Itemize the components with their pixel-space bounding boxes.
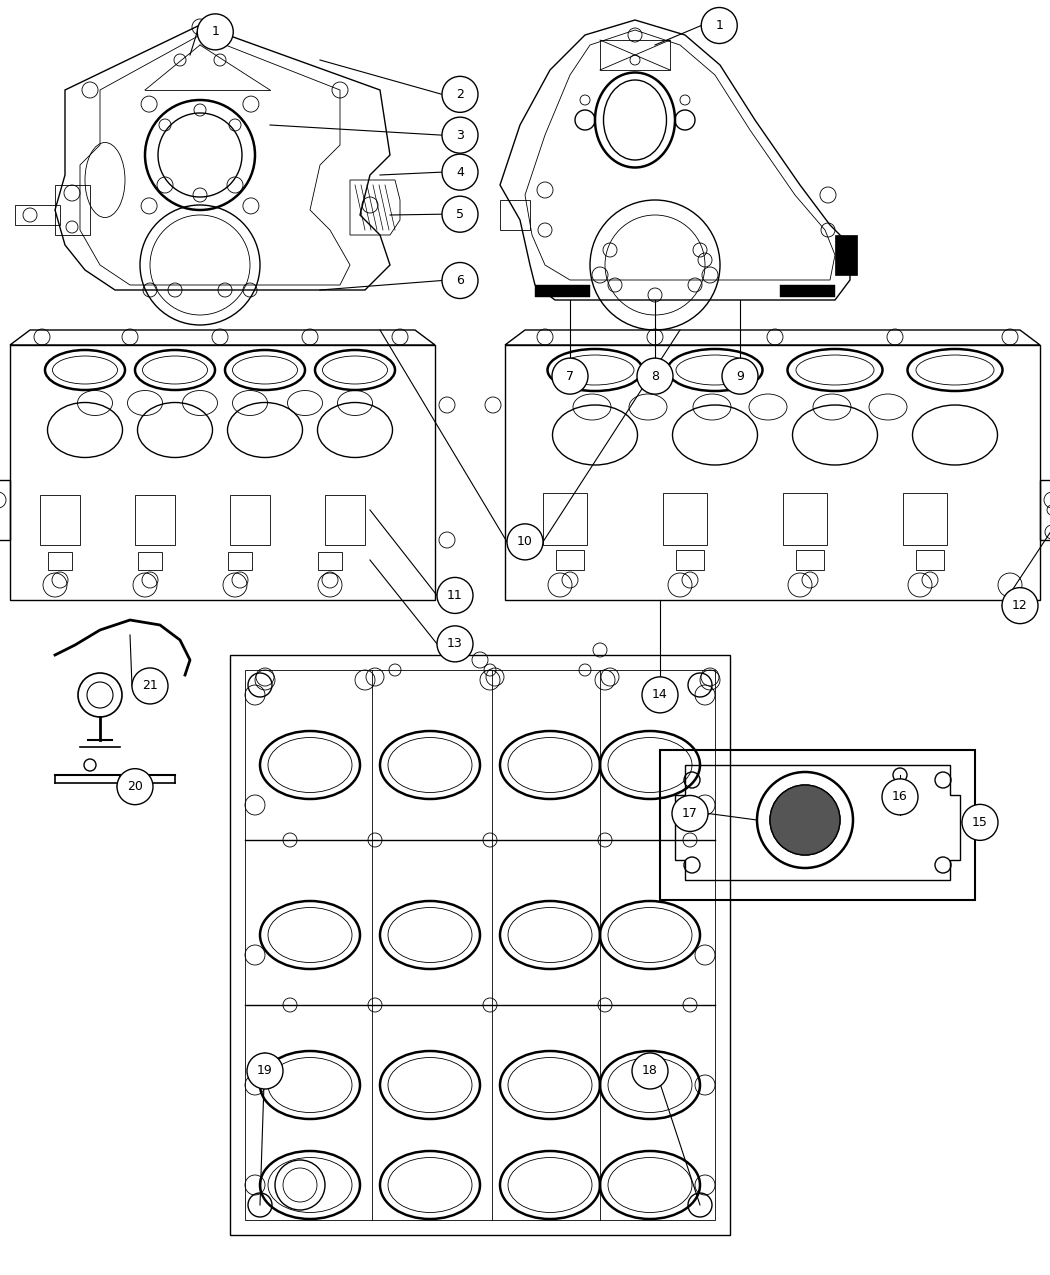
Bar: [783, 493, 827, 544]
Bar: [835, 235, 857, 275]
Text: 10: 10: [517, 536, 533, 548]
Circle shape: [637, 358, 673, 394]
Bar: [676, 550, 704, 570]
Bar: [135, 495, 175, 544]
Circle shape: [442, 263, 478, 298]
Circle shape: [672, 796, 708, 831]
Text: 15: 15: [972, 816, 988, 829]
Circle shape: [552, 358, 588, 394]
Text: 2: 2: [456, 88, 464, 101]
Text: 13: 13: [447, 638, 463, 650]
Bar: [318, 552, 342, 570]
Circle shape: [632, 1053, 668, 1089]
Text: 17: 17: [682, 807, 698, 820]
Text: 6: 6: [456, 274, 464, 287]
Bar: [230, 655, 730, 1235]
Text: 1: 1: [715, 19, 723, 32]
Text: 9: 9: [736, 370, 744, 382]
Bar: [138, 552, 162, 570]
Circle shape: [442, 76, 478, 112]
Text: 7: 7: [566, 370, 574, 382]
Circle shape: [437, 578, 472, 613]
Circle shape: [132, 668, 168, 704]
Text: 16: 16: [892, 790, 908, 803]
Bar: [48, 552, 72, 570]
Circle shape: [247, 1053, 284, 1089]
Text: 21: 21: [142, 680, 157, 692]
Bar: [230, 495, 270, 544]
Text: 3: 3: [456, 129, 464, 142]
Text: 1: 1: [211, 26, 219, 38]
Circle shape: [642, 677, 678, 713]
Bar: [326, 495, 365, 544]
Bar: [796, 550, 824, 570]
Bar: [780, 286, 835, 297]
Bar: [505, 346, 1040, 601]
Text: 12: 12: [1012, 599, 1028, 612]
Text: 8: 8: [651, 370, 659, 382]
Bar: [663, 493, 707, 544]
Bar: [916, 550, 944, 570]
Circle shape: [437, 626, 472, 662]
Text: 19: 19: [257, 1065, 273, 1077]
Circle shape: [882, 779, 918, 815]
Circle shape: [442, 154, 478, 190]
Circle shape: [197, 14, 233, 50]
Bar: [245, 669, 715, 1220]
Bar: [903, 493, 947, 544]
Text: 5: 5: [456, 208, 464, 221]
Text: 11: 11: [447, 589, 463, 602]
Circle shape: [701, 8, 737, 43]
Circle shape: [1002, 588, 1038, 623]
Text: 14: 14: [652, 688, 668, 701]
Text: 20: 20: [127, 780, 143, 793]
Bar: [40, 495, 80, 544]
Bar: [536, 286, 590, 297]
Circle shape: [117, 769, 153, 805]
Text: 4: 4: [456, 166, 464, 178]
Text: 18: 18: [642, 1065, 658, 1077]
Circle shape: [722, 358, 758, 394]
Bar: [10, 346, 435, 601]
Bar: [543, 493, 587, 544]
Bar: [556, 550, 584, 570]
Circle shape: [770, 785, 840, 856]
Bar: [228, 552, 252, 570]
Circle shape: [442, 196, 478, 232]
Circle shape: [962, 805, 998, 840]
Circle shape: [442, 117, 478, 153]
Bar: [660, 750, 975, 900]
Circle shape: [507, 524, 543, 560]
